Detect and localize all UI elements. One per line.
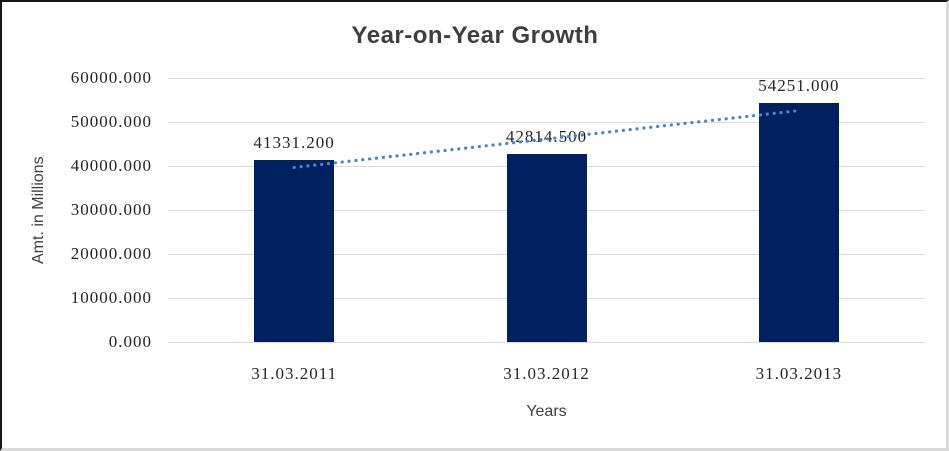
bar-data-label: 54251.000: [758, 76, 840, 96]
x-axis-category-label: 31.03.2013: [755, 364, 843, 383]
bar: [254, 160, 335, 342]
y-tick-label: 50000.000: [70, 112, 152, 131]
y-tick-label: 0.000: [108, 332, 152, 351]
bar: [506, 153, 587, 342]
plot-area: 41331.200 42814.500 54251.000: [168, 76, 925, 343]
y-tick-label: 40000.000: [70, 156, 152, 175]
bar: [758, 103, 839, 342]
y-tick-label: 20000.000: [70, 244, 152, 263]
bar-data-label: 41331.200: [253, 133, 335, 153]
gridline: [168, 341, 925, 343]
y-tick-label: 30000.000: [70, 200, 152, 219]
gridline: [168, 77, 925, 79]
x-axis-category-label: 31.03.2012: [503, 364, 590, 383]
bar-data-label: 42814.500: [505, 126, 588, 146]
chart-title: Year-on-Year Growth: [351, 22, 599, 49]
x-axis-title: Years: [526, 403, 567, 420]
x-axis-category-label: 31.03.2011: [251, 364, 338, 383]
y-tick-label: 60000.000: [70, 68, 152, 87]
y-tick-label: 10000.000: [70, 288, 152, 307]
